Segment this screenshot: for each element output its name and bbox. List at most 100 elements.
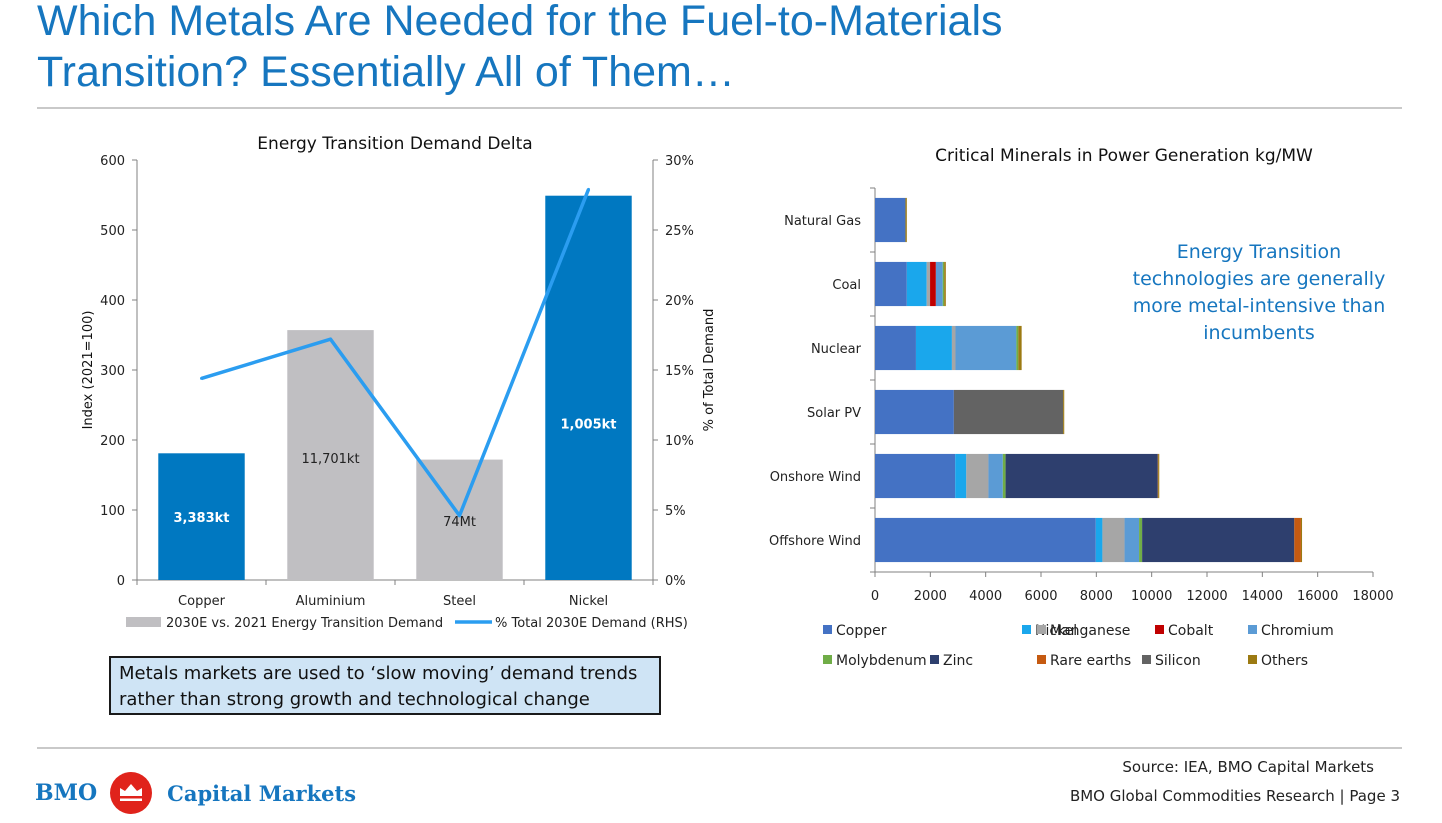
segment-onshore-wind-nickel xyxy=(955,453,967,499)
bar-data-label: 74Mt xyxy=(443,515,476,530)
segment-coal-manganese xyxy=(926,261,931,307)
bar-steel xyxy=(416,459,503,580)
legend-swatch-copper xyxy=(823,625,832,634)
critical-minerals-chart: Critical Minerals in Power Generation kg… xyxy=(769,146,1394,669)
legend-label: Copper xyxy=(836,623,887,639)
segment-onshore-wind-others xyxy=(1158,453,1160,499)
y-tick-label: 200 xyxy=(100,434,125,449)
legend-label: Zinc xyxy=(943,653,973,669)
segment-coal-others xyxy=(944,261,946,307)
x-tick-label: Nickel xyxy=(569,594,608,609)
y-tick-label: 500 xyxy=(100,224,125,239)
title-divider xyxy=(37,107,1402,109)
segment-onshore-wind-zinc xyxy=(1005,453,1158,499)
bar-copper xyxy=(158,453,245,580)
segment-nuclear-others xyxy=(1018,325,1022,371)
segment-coal-copper xyxy=(875,261,907,307)
segment-nuclear-molybdenum xyxy=(1016,325,1019,371)
legend-swatch-molybdenum xyxy=(823,655,832,664)
callout-line: incumbents xyxy=(1203,322,1314,344)
legend-label-bars: 2030E vs. 2021 Energy Transition Demand xyxy=(166,616,443,631)
segment-offshore-wind-manganese xyxy=(1102,517,1125,563)
line-point xyxy=(200,376,203,380)
series-line-pct-total-demand xyxy=(200,188,591,518)
legend-swatch-cobalt xyxy=(1155,625,1164,634)
y-tick-label: Offshore Wind xyxy=(769,534,861,549)
legend-label: Rare earths xyxy=(1050,653,1131,669)
y-tick-label: Nuclear xyxy=(811,342,862,357)
segment-solar-pv-silicon xyxy=(953,389,1064,435)
footer-divider xyxy=(37,747,1402,749)
y-tick-label: 100 xyxy=(100,504,125,519)
y-tick-label: 300 xyxy=(100,364,125,379)
x-tick-label: 6000 xyxy=(1024,589,1057,604)
note-box: Metals markets are used to ‘slow moving’… xyxy=(109,656,661,715)
legend-swatch-bars xyxy=(126,617,161,627)
legend-swatch-rare-earths xyxy=(1037,655,1046,664)
legend-swatch-zinc xyxy=(930,655,939,664)
x-tick-label: 8000 xyxy=(1080,589,1113,604)
y2-tick-label: 30% xyxy=(665,154,694,169)
y-tick-label: Coal xyxy=(832,278,861,293)
brand-name: BMO xyxy=(35,780,98,806)
segment-coal-cobalt xyxy=(930,261,936,307)
line-point xyxy=(458,514,461,518)
legend-label-line: % Total 2030E Demand (RHS) xyxy=(495,616,688,631)
x-tick-label: Copper xyxy=(178,594,226,609)
segment-onshore-wind-chromium xyxy=(988,453,1003,499)
bar-nickel xyxy=(545,195,632,580)
brand-division: Capital Markets xyxy=(167,780,357,806)
source-note: Source: IEA, BMO Capital Markets xyxy=(1122,758,1374,776)
segment-solar-pv-others xyxy=(1063,389,1065,435)
y2-tick-label: 5% xyxy=(665,504,686,519)
bmo-roundel-icon xyxy=(110,772,153,814)
bar-data-label: 3,383kt xyxy=(174,511,230,526)
segment-nuclear-copper xyxy=(875,325,916,371)
y2-tick-label: 15% xyxy=(665,364,694,379)
x-tick-label: 0 xyxy=(871,589,879,604)
segment-coal-molybdenum xyxy=(942,261,945,307)
segment-offshore-wind-copper xyxy=(875,517,1096,563)
y-tick-label: 0 xyxy=(117,574,125,589)
callout-line: technologies are generally xyxy=(1133,268,1386,290)
legend-label: Manganese xyxy=(1050,623,1130,639)
x-tick-label: 2000 xyxy=(914,589,947,604)
legend-swatch-manganese xyxy=(1037,625,1046,634)
segment-nuclear-chromium xyxy=(955,325,1017,371)
chart-title: Energy Transition Demand Delta xyxy=(257,134,532,154)
title-line-1: Which Metals Are Needed for the Fuel-to-… xyxy=(37,0,1003,45)
x-tick-label: 4000 xyxy=(969,589,1002,604)
x-tick-label: 12000 xyxy=(1186,589,1227,604)
y-tick-label: 400 xyxy=(100,294,125,309)
segment-offshore-wind-nickel xyxy=(1095,517,1103,563)
bar-aluminium xyxy=(287,330,374,580)
energy-transition-demand-chart: Energy Transition Demand Delta 0 100 200 300… xyxy=(81,134,717,631)
y-tick-label: Onshore Wind xyxy=(770,470,861,485)
legend-label: Cobalt xyxy=(1168,623,1214,639)
line-point xyxy=(329,337,332,341)
segment-natural-gas-copper xyxy=(875,197,906,243)
slide-title: Which Metals Are Needed for the Fuel-to-… xyxy=(37,0,1397,98)
y-tick-label: Solar PV xyxy=(807,406,861,421)
bar-data-label: 11,701kt xyxy=(301,452,359,467)
segment-nuclear-manganese xyxy=(951,325,956,371)
legend-swatch-others xyxy=(1248,655,1257,664)
legend-label: Chromium xyxy=(1261,623,1334,639)
segment-solar-pv-copper xyxy=(875,389,954,435)
x-tick-label: Steel xyxy=(443,594,476,609)
legend-swatch-nickel xyxy=(1022,625,1031,634)
legend-label: Silicon xyxy=(1155,653,1201,669)
brand-logo[interactable]: BMO Capital Markets xyxy=(35,771,356,815)
y2-axis-label: % of Total Demand xyxy=(702,309,717,432)
x-tick-label: 16000 xyxy=(1297,589,1338,604)
segment-offshore-wind-others xyxy=(1300,517,1303,563)
segment-natural-gas-others xyxy=(905,197,907,243)
y-axis-label: Index (2021=100) xyxy=(81,311,96,430)
segment-coal-nickel xyxy=(906,261,927,307)
chart-title: Critical Minerals in Power Generation kg… xyxy=(935,146,1313,166)
bar-data-label: 1,005kt xyxy=(561,418,617,433)
segment-onshore-wind-manganese xyxy=(966,453,989,499)
legend-label: Molybdenum xyxy=(836,653,927,669)
segment-nuclear-nickel xyxy=(915,325,952,371)
y2-tick-label: 20% xyxy=(665,294,694,309)
